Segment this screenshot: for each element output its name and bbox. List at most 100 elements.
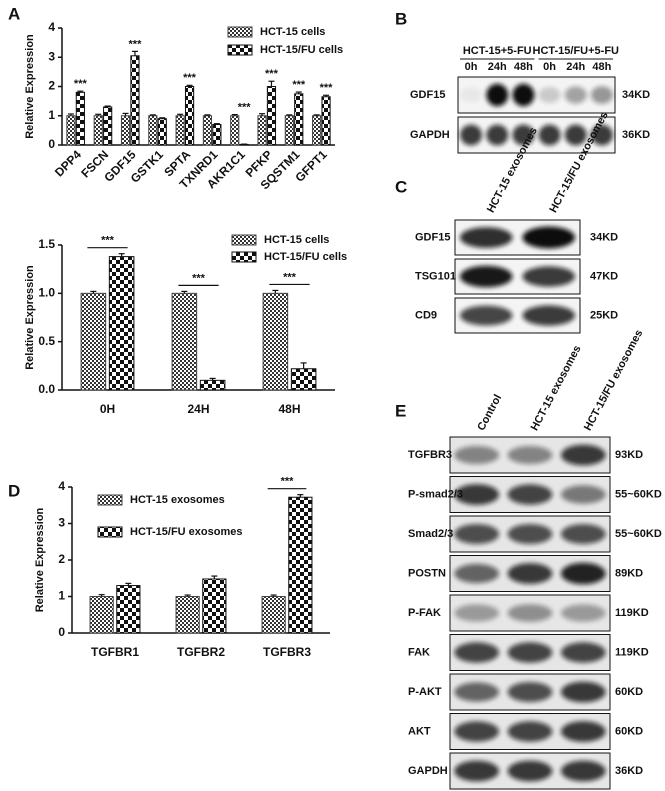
blot-band — [522, 226, 575, 249]
lane-label: HCT-15 exosomes — [529, 343, 584, 432]
error-bar — [90, 290, 97, 294]
error-bar — [211, 575, 218, 579]
size-label: 89KD — [615, 567, 643, 579]
blot-band — [560, 562, 606, 585]
y-tick-label: 4 — [58, 479, 65, 493]
y-tick-label: 0.5 — [38, 334, 55, 348]
error-bar — [177, 113, 184, 116]
protein-label: Smad2/3 — [408, 528, 453, 540]
y-tick-label: 3 — [48, 49, 55, 63]
legend-label: HCT-15/FU exosomes — [130, 526, 242, 538]
group-label: HCT-15/FU+5-FU — [533, 45, 620, 57]
x-tick-label: 0H — [100, 402, 115, 416]
group-label: HCT-15+5-FU — [463, 45, 532, 57]
error-bar — [300, 362, 307, 369]
error-bar — [98, 594, 105, 597]
size-label: 36KD — [615, 765, 643, 777]
error-bar — [125, 582, 132, 586]
y-tick-label: 0 — [48, 137, 55, 151]
y-tick-label: 1.5 — [38, 237, 55, 251]
significance-label: *** — [320, 82, 334, 94]
legend-label: HCT-15 cells — [260, 26, 325, 38]
error-bar — [186, 84, 193, 87]
blot-band — [560, 524, 606, 544]
error-bar — [209, 377, 216, 381]
significance-label: *** — [238, 101, 252, 113]
significance-label: *** — [192, 272, 206, 284]
size-label: 60KD — [615, 686, 643, 698]
lane-label: 24h — [566, 61, 585, 73]
significance-label: *** — [129, 38, 143, 50]
lane-label: 0h — [465, 61, 478, 73]
legend-label: HCT-15/FU cells — [260, 44, 343, 56]
y-axis-label: Relative Expression — [24, 265, 36, 370]
protein-label: POSTN — [408, 567, 446, 579]
bar — [266, 86, 277, 146]
blot-frame — [457, 76, 616, 114]
protein-label: TSG101 — [415, 270, 456, 282]
y-tick-label: 1.0 — [38, 286, 55, 300]
size-label: 34KD — [590, 231, 618, 243]
blot-band — [460, 227, 513, 248]
protein-label: GAPDH — [408, 765, 448, 777]
x-tick-label: GFPT1 — [292, 147, 329, 184]
protein-label: GDF15 — [415, 231, 450, 243]
blot-band — [512, 124, 535, 146]
x-tick-label: DPP4 — [52, 147, 84, 179]
blot-band — [560, 642, 606, 663]
blot-band — [454, 760, 500, 782]
error-bar — [295, 91, 302, 94]
blot-band — [460, 87, 483, 103]
error-bar — [95, 113, 102, 116]
blot-frame — [457, 116, 616, 154]
bar — [89, 596, 114, 634]
legend-swatch — [227, 44, 253, 56]
error-bar — [231, 113, 238, 116]
panel-letter: A — [8, 4, 20, 23]
y-axis-label: Relative Expression — [24, 34, 36, 139]
error-bar — [131, 50, 138, 56]
error-bar — [323, 94, 330, 97]
blot-band — [507, 563, 553, 584]
bar — [290, 368, 317, 391]
bar — [288, 496, 313, 634]
bar — [202, 115, 213, 146]
significance-label: *** — [283, 271, 297, 283]
significance-label: *** — [74, 78, 88, 90]
error-bar — [297, 494, 304, 498]
significance-label: *** — [265, 68, 279, 80]
blot-band — [507, 604, 553, 622]
panel-letter: C — [395, 177, 407, 196]
legend-label: HCT-15/FU cells — [264, 251, 347, 263]
error-bar — [181, 290, 188, 294]
panel-letter: E — [395, 401, 406, 420]
size-label: 47KD — [590, 270, 618, 282]
error-bar — [118, 253, 125, 257]
blot-band — [454, 484, 500, 505]
error-bar — [204, 114, 211, 116]
protein-label: P-FAK — [408, 607, 441, 619]
y-tick-label: 0.0 — [38, 382, 55, 396]
lane-label: 48h — [592, 61, 611, 73]
bar — [284, 115, 294, 146]
blot-band — [454, 604, 500, 622]
bar — [157, 118, 167, 146]
legend-swatch — [227, 26, 253, 38]
x-tick-label: TGFBR1 — [91, 645, 139, 659]
error-bar — [268, 80, 275, 87]
bar — [212, 124, 222, 146]
error-bar — [259, 113, 266, 116]
x-tick-label: TGFBR3 — [263, 645, 311, 659]
protein-label: P-smad2/3 — [408, 488, 463, 500]
lane-label: Control — [475, 393, 504, 433]
blot-band — [522, 266, 575, 287]
y-tick-label: 2 — [58, 552, 65, 566]
bar — [175, 596, 200, 634]
bar — [148, 115, 158, 146]
bar — [116, 585, 141, 634]
protein-label: GDF15 — [410, 89, 445, 101]
size-label: 60KD — [615, 725, 643, 737]
blot-band — [460, 305, 513, 326]
blot-band — [538, 124, 561, 146]
